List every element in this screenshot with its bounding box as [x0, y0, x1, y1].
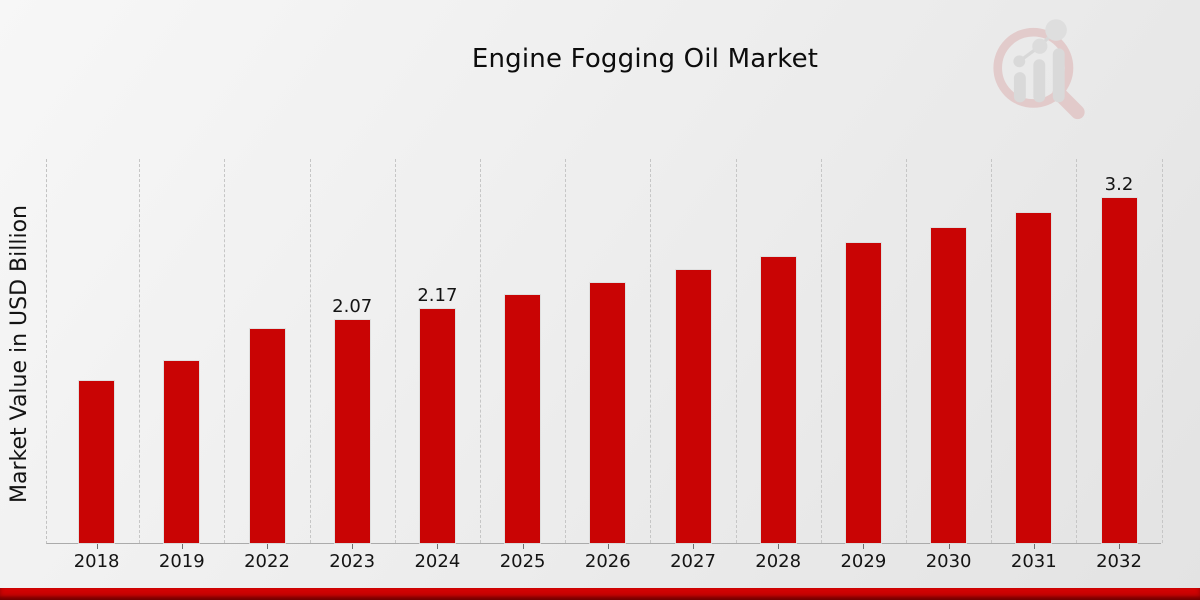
x-tick-label-2025: 2025: [499, 551, 546, 572]
bar-2019: [164, 361, 200, 543]
x-tick-label-2023: 2023: [329, 551, 376, 572]
x-axis-tick: [267, 544, 268, 549]
logo-dot-1: [1013, 55, 1026, 68]
gridline: [139, 159, 141, 543]
x-axis-tick: [96, 544, 98, 549]
bar-value-label: 3.2: [1104, 174, 1134, 195]
growth-line: [1018, 28, 1058, 63]
bar-2027: [675, 270, 711, 543]
bar-2030: [931, 228, 967, 543]
gridline: [309, 159, 311, 543]
x-tick-label-2032: 2032: [1096, 551, 1142, 572]
gridline: [224, 159, 226, 543]
magnifier-growth-chart-logo-icon: [988, 16, 1096, 124]
bar-2032: [1101, 198, 1137, 543]
x-axis-tick: [181, 544, 183, 549]
footer-red-band: [0, 588, 1200, 600]
gridline: [650, 159, 652, 543]
bar-2025: [505, 295, 541, 543]
logo-dot-3: [1045, 19, 1067, 41]
x-axis-tick: [352, 544, 354, 549]
x-axis-tick: [437, 544, 439, 549]
bar-2018: [79, 381, 115, 543]
x-axis-tick: [1119, 544, 1120, 549]
x-tick-label-2031: 2031: [1010, 551, 1057, 572]
gridline: [820, 159, 822, 543]
magnifier-ring: [993, 27, 1074, 108]
x-axis-tick: [522, 544, 524, 549]
x-tick-label-2019: 2019: [158, 551, 205, 572]
x-axis-tick: [863, 544, 865, 549]
x-tick-label-2030: 2030: [925, 551, 972, 572]
bar-value-label: 2.07: [332, 296, 373, 317]
bar-2026: [590, 283, 626, 543]
gridline: [394, 159, 396, 543]
x-tick-label-2029: 2029: [840, 551, 887, 572]
gridline: [906, 159, 907, 543]
x-tick-label-2022: 2022: [244, 551, 290, 572]
x-tick-label-2018: 2018: [73, 551, 120, 572]
gridline: [480, 159, 481, 543]
logo-dot-2: [1032, 38, 1048, 54]
x-axis-tick: [693, 544, 694, 549]
x-tick-label-2028: 2028: [755, 551, 802, 572]
x-tick-label-2026: 2026: [584, 551, 631, 572]
gridline: [1161, 159, 1163, 543]
bar-value-label: 2.17: [417, 285, 458, 306]
x-axis-tick: [1033, 544, 1035, 549]
magnifier-handle: [1052, 86, 1085, 120]
x-axis-tick: [778, 544, 780, 549]
x-axis-tick: [948, 544, 950, 549]
x-axis-tick: [607, 544, 609, 549]
bar-2022: [249, 329, 285, 543]
x-tick-label-2027: 2027: [670, 551, 716, 572]
gridline: [991, 159, 993, 543]
chart-title: Engine Fogging Oil Market: [471, 44, 819, 74]
logo-bar-2: [1033, 59, 1046, 103]
bar-2023: [334, 320, 370, 543]
bar-2024: [419, 309, 455, 543]
bar-2029: [845, 243, 881, 543]
bar-2028: [760, 257, 796, 543]
logo-bar-1: [1013, 72, 1026, 103]
x-tick-label-2024: 2024: [414, 551, 461, 572]
logo-bar-3: [1052, 48, 1065, 103]
y-axis-label: Market Value in USD Billion: [7, 204, 32, 504]
gridline: [565, 159, 567, 543]
gridline: [735, 159, 737, 543]
plot-area: 2018 2019 2022 2.07 2023 2.17 2024 2025 2026 2027…: [46, 159, 1163, 572]
gridline: [1076, 159, 1078, 543]
bar-2031: [1016, 213, 1052, 543]
